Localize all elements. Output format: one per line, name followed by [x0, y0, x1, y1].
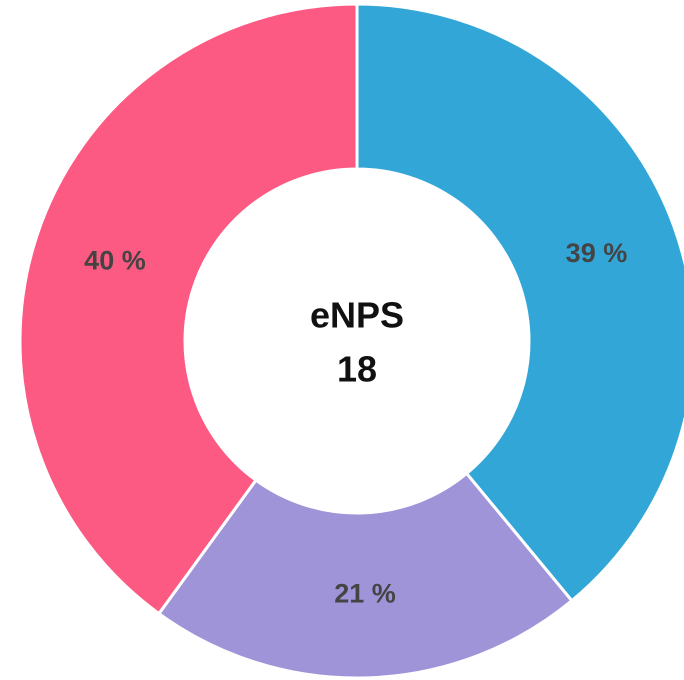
- slice: [18, 2, 359, 616]
- value-label: 39 %: [566, 238, 628, 268]
- value-label: 40 %: [84, 245, 146, 275]
- center-label: eNPS: [310, 295, 404, 336]
- slice: [156, 471, 574, 680]
- slice: [355, 2, 684, 603]
- value-label: 21 %: [334, 578, 396, 608]
- center-value: 18: [337, 349, 377, 390]
